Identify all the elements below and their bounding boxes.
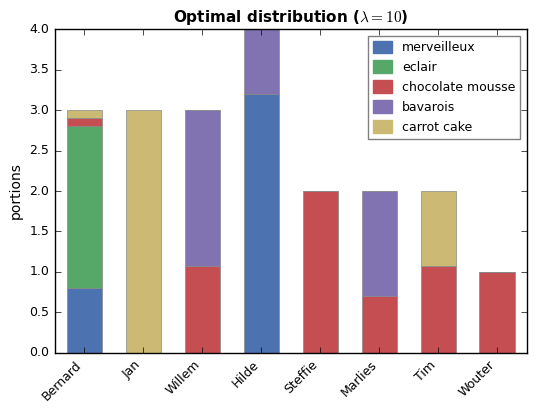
Bar [185,266,220,353]
Bar [67,126,102,288]
Bar [126,110,161,353]
Bar [362,296,397,353]
Title: Optimal distribution ($\lambda=10$): Optimal distribution ($\lambda=10$) [173,8,408,28]
Bar [67,118,102,126]
Bar [243,94,279,353]
Bar [421,191,456,266]
Bar [67,288,102,353]
Bar [243,29,279,94]
Legend: merveilleux, eclair, chocolate mousse, bavarois, carrot cake: merveilleux, eclair, chocolate mousse, b… [368,35,521,139]
Bar [362,191,397,296]
Bar [421,266,456,353]
Y-axis label: portions: portions [9,163,22,219]
Bar [303,191,338,353]
Bar [185,110,220,266]
Bar [479,272,515,353]
Bar [67,110,102,118]
